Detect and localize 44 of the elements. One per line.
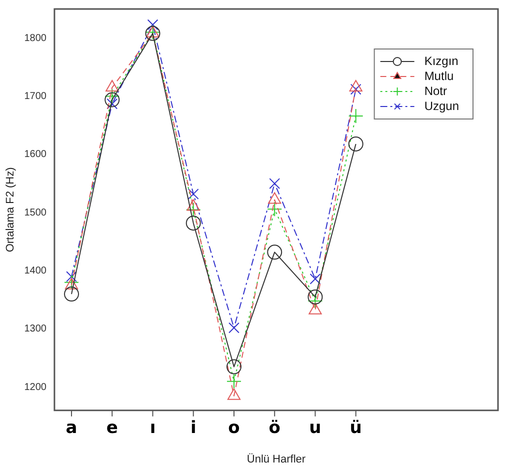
x-tick-label: ü	[350, 418, 362, 438]
y-tick-label: 1800	[24, 32, 47, 44]
legend-label: Kızgın	[424, 54, 458, 68]
point	[147, 19, 158, 30]
point	[349, 80, 362, 92]
point	[350, 84, 362, 95]
point	[64, 286, 80, 302]
y-tick-label: 1700	[24, 91, 47, 102]
y-tick-label: 1500	[24, 207, 47, 218]
point	[267, 244, 282, 260]
y-axis-title: Ortalama F2 (Hz)	[4, 167, 17, 252]
x-tick-label: a	[66, 418, 78, 438]
point	[348, 136, 364, 152]
y-tick-label: 1600	[24, 149, 47, 160]
legend-label: Mutlu	[424, 68, 454, 83]
legend-label: Notr	[424, 84, 447, 98]
point	[348, 108, 364, 124]
point	[64, 274, 80, 290]
y-tick-label: 1300	[24, 324, 47, 335]
x-axis-title: Ünlü Harfler	[246, 452, 306, 466]
point	[106, 80, 119, 92]
x-tick-label: ö	[268, 418, 280, 438]
point	[188, 188, 199, 200]
point	[186, 216, 201, 231]
y-tick-label: 1200	[24, 382, 47, 393]
point	[226, 359, 242, 374]
x-tick-label: e	[106, 418, 118, 438]
x-tick-label: o	[228, 418, 240, 438]
point	[308, 294, 323, 309]
point	[186, 202, 201, 218]
point	[310, 273, 321, 284]
point	[66, 271, 77, 282]
point	[104, 92, 120, 108]
point	[228, 322, 240, 334]
point	[269, 178, 280, 189]
x-tick-label: u	[309, 418, 322, 438]
legend-label: Uzgun	[424, 98, 459, 113]
point	[104, 88, 120, 104]
x-tick-label: i	[190, 418, 196, 438]
x-tick-label: ı	[150, 418, 156, 438]
point	[308, 289, 323, 304]
point	[267, 202, 282, 217]
point	[226, 374, 242, 389]
y-tick-label: 1400	[24, 266, 47, 277]
